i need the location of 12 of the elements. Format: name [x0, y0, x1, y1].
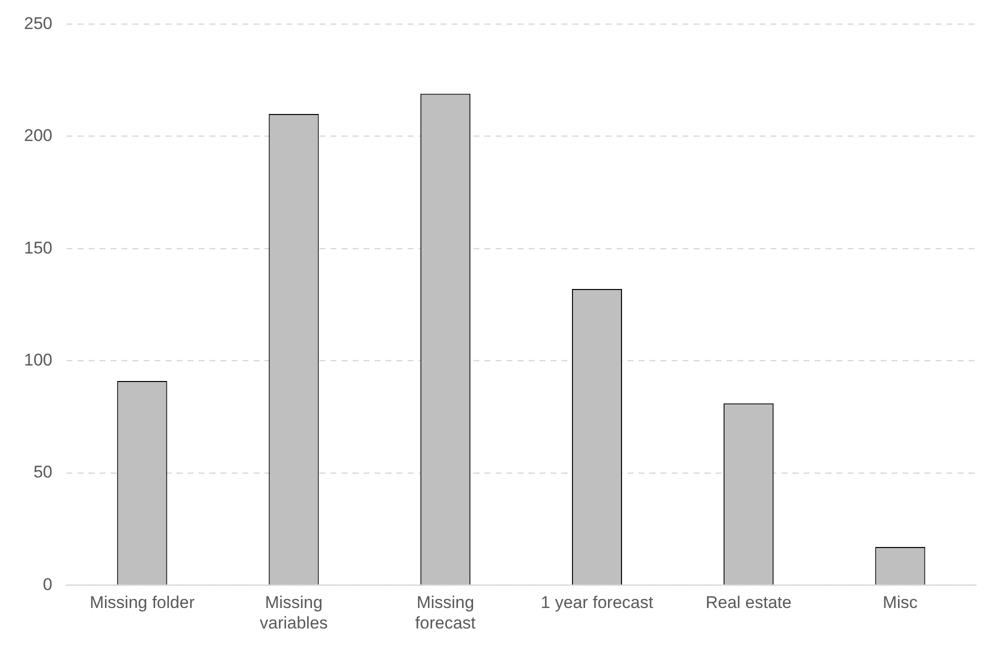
- y-tick-label: 0: [42, 574, 52, 594]
- x-tick-label: Missing variables: [260, 593, 328, 632]
- x-tick-label: 1 year forecast: [540, 593, 654, 612]
- y-tick-label: 150: [24, 238, 52, 258]
- x-tick-label: Missing forecast: [415, 593, 476, 632]
- y-tick-label: 100: [24, 350, 52, 370]
- y-tick-label: 250: [24, 14, 52, 33]
- x-tick-label: Real estate: [706, 593, 792, 612]
- x-tick-label: Misc: [882, 593, 918, 612]
- y-tick-label: 50: [33, 462, 52, 482]
- y-tick-label: 200: [24, 126, 52, 146]
- x-tick-label: Missing folder: [90, 593, 195, 612]
